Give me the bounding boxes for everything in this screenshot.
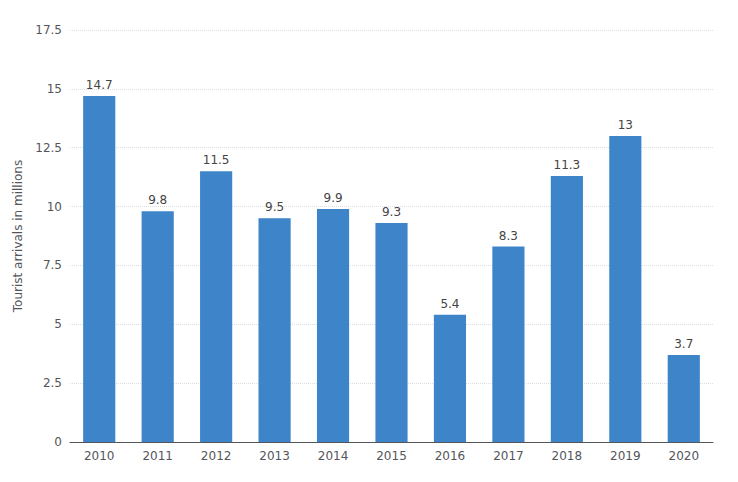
svg-text:17.5: 17.5 — [35, 23, 62, 37]
svg-text:Tourist arrivals in millions: Tourist arrivals in millions — [11, 160, 25, 313]
svg-text:5: 5 — [54, 317, 62, 331]
svg-text:5.4: 5.4 — [440, 297, 459, 311]
svg-text:9.3: 9.3 — [382, 205, 401, 219]
svg-text:2020: 2020 — [668, 449, 699, 463]
svg-text:9.5: 9.5 — [265, 200, 284, 214]
svg-text:11.3: 11.3 — [554, 158, 581, 172]
svg-text:13: 13 — [618, 118, 633, 132]
svg-text:9.8: 9.8 — [148, 193, 167, 207]
svg-text:2013: 2013 — [259, 449, 290, 463]
svg-text:2.5: 2.5 — [43, 376, 62, 390]
svg-text:12.5: 12.5 — [35, 141, 62, 155]
svg-text:8.3: 8.3 — [499, 229, 518, 243]
svg-text:9.9: 9.9 — [323, 191, 342, 205]
svg-text:14.7: 14.7 — [86, 78, 113, 92]
svg-text:2018: 2018 — [552, 449, 583, 463]
svg-text:3.7: 3.7 — [674, 337, 693, 351]
svg-text:11.5: 11.5 — [203, 153, 230, 167]
svg-text:2011: 2011 — [142, 449, 173, 463]
svg-text:2015: 2015 — [376, 449, 407, 463]
svg-text:2010: 2010 — [84, 449, 115, 463]
svg-text:2016: 2016 — [435, 449, 466, 463]
svg-text:15: 15 — [47, 82, 62, 96]
svg-text:10: 10 — [47, 200, 62, 214]
svg-text:2012: 2012 — [201, 449, 232, 463]
svg-text:2014: 2014 — [318, 449, 349, 463]
svg-text:0: 0 — [54, 435, 62, 449]
svg-text:2019: 2019 — [610, 449, 641, 463]
svg-text:2017: 2017 — [493, 449, 524, 463]
svg-text:7.5: 7.5 — [43, 258, 62, 272]
